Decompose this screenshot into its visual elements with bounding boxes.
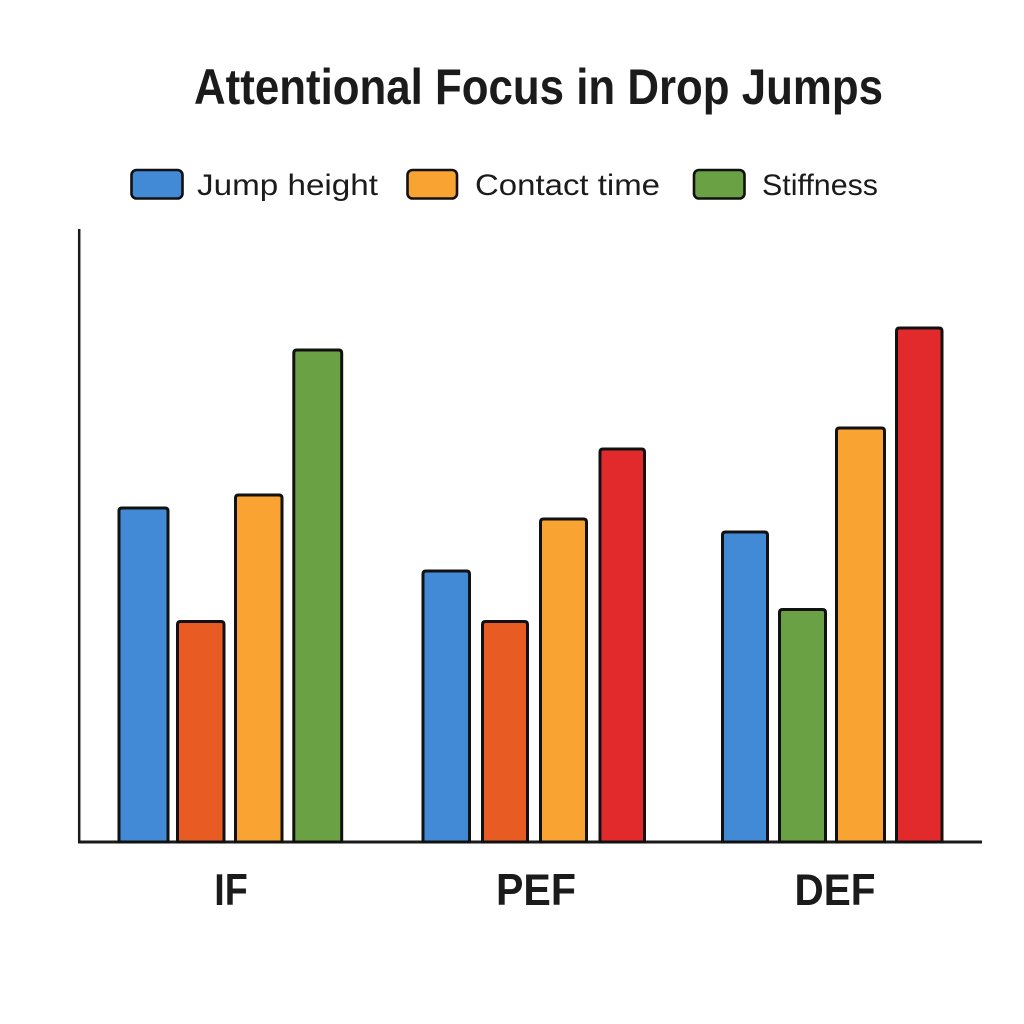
- svg-text:Stiffness: Stiffness: [762, 169, 878, 202]
- svg-text:Jump height: Jump height: [197, 169, 379, 202]
- svg-text:PEF: PEF: [496, 866, 576, 915]
- svg-text:IF: IF: [214, 866, 248, 915]
- svg-text:Contact time: Contact time: [475, 169, 660, 202]
- svg-text:Attentional Focus in Drop Jump: Attentional Focus in Drop Jumps: [194, 59, 883, 115]
- svg-text:DEF: DEF: [795, 866, 876, 915]
